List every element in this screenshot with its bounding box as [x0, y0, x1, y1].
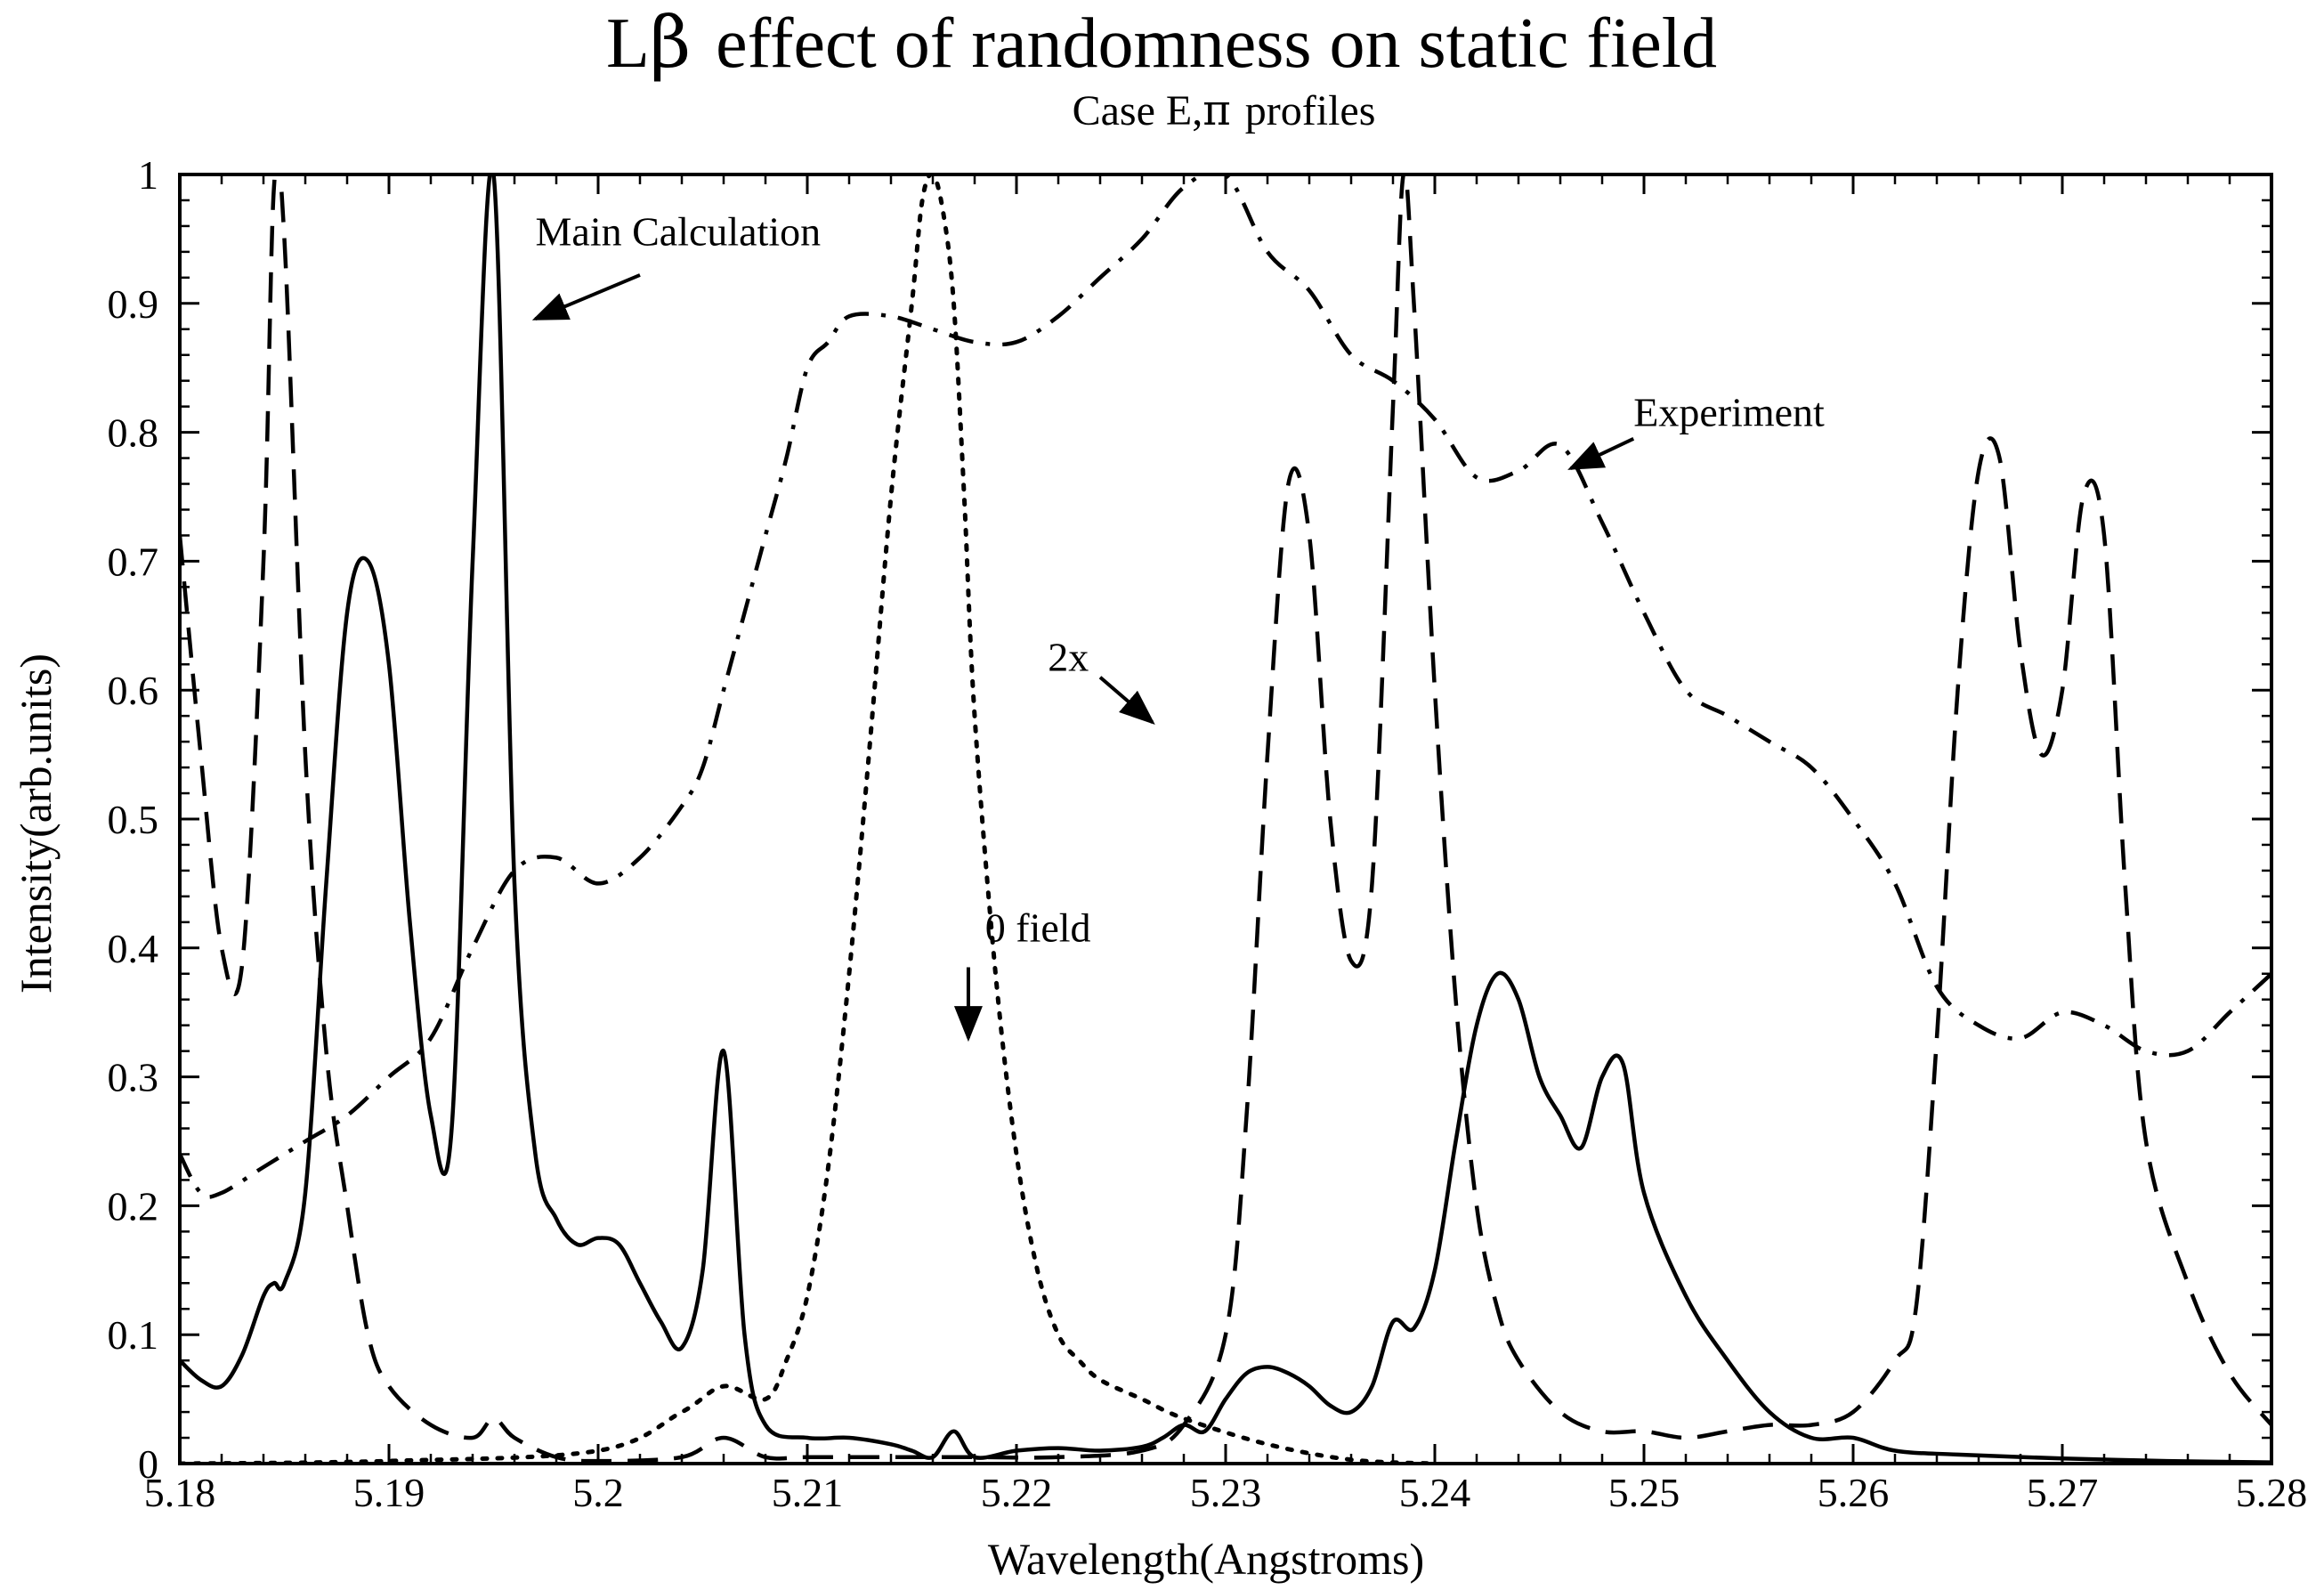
chart-subtitle: Case E,π profiles: [1073, 85, 1376, 135]
y-tick-label: 0.2: [108, 1183, 159, 1229]
annotation-main-calculation: Main Calculation: [536, 209, 822, 255]
x-tick-label: 5.18: [144, 1470, 216, 1515]
pi-symbol: π: [1202, 85, 1231, 135]
y-tick-label: 0.6: [108, 668, 159, 713]
y-tick-label: 0.9: [108, 281, 159, 327]
x-tick-label: 5.21: [772, 1470, 844, 1515]
x-tick-label: 5.25: [1608, 1470, 1680, 1515]
x-tick-label: 5.19: [353, 1470, 425, 1515]
series-line-2x: [180, 174, 2271, 1464]
x-tick-label: 5.27: [2027, 1470, 2099, 1515]
annotation-0-field: 0 field: [985, 905, 1091, 951]
y-tick-label: 0.7: [108, 539, 159, 584]
x-tick-label: 5.23: [1190, 1470, 1262, 1515]
annotation-arrow-experiment: [1567, 437, 1635, 470]
annotation-arrow-2x: [1098, 676, 1155, 726]
series-layer: [180, 174, 2271, 1464]
y-tick-label: 0.4: [108, 926, 159, 971]
y-tick-label: 0.5: [108, 797, 159, 842]
plot-frame: [178, 173, 2273, 1465]
series-line-main-calculation: [180, 174, 2271, 1464]
x-axis-label: Wavelength(Angstroms): [988, 1534, 1424, 1584]
chart-title: Lβ effect of randomness on static field: [606, 1, 1717, 84]
y-axis-label: Intensity(arb.units): [11, 653, 61, 994]
x-tick-label: 5.26: [1818, 1470, 1890, 1515]
beta-symbol: β: [650, 1, 691, 84]
y-tick-label: 1: [138, 152, 158, 198]
x-tick-label: 5.22: [981, 1470, 1053, 1515]
y-tick-label: 0.1: [108, 1312, 159, 1358]
annotation-experiment: Experiment: [1633, 389, 1825, 434]
series-line-0-field: [180, 174, 1437, 1464]
x-tick-label: 5.28: [2236, 1470, 2308, 1515]
x-tick-label: 5.2: [572, 1470, 624, 1515]
y-tick-label: 0.8: [108, 410, 159, 456]
axis-ticks: 5.18 5.19 5.2 5.21 5.22 5.23 5.24 5.25 5.26 5.27 5…: [108, 152, 2308, 1515]
y-tick-label: 0.3: [108, 1055, 159, 1100]
annotation-arrow-main-calculation: [531, 273, 641, 321]
series-line-experiment: [180, 174, 2271, 1199]
x-tick-label: 5.24: [1399, 1470, 1471, 1515]
annotation-layer: Main Calculation Experiment 2x 0 field: [531, 209, 1825, 1042]
y-tick-label: 0: [138, 1441, 158, 1487]
annotation-2x: 2x: [1048, 634, 1089, 679]
